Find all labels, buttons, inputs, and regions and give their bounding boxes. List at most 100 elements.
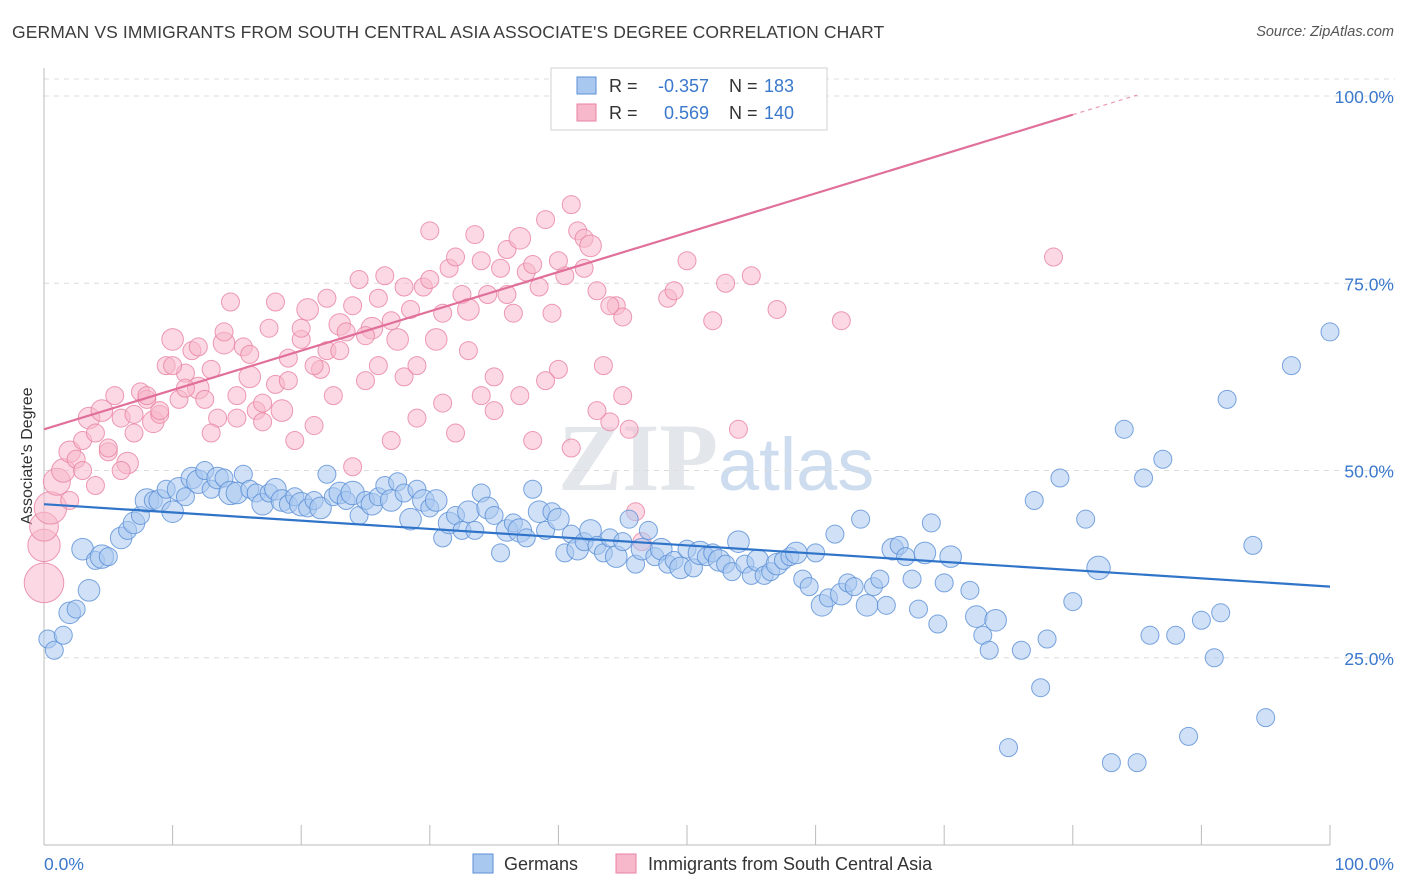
legend-swatch-germans — [472, 853, 494, 874]
pink-point — [323, 386, 343, 406]
blue-point — [844, 577, 864, 597]
pink-point — [420, 221, 440, 241]
pink-point — [253, 412, 273, 432]
pink-point — [508, 227, 532, 250]
blue-point — [825, 524, 845, 544]
blue-point — [1101, 753, 1121, 773]
pink-point — [523, 255, 543, 275]
pink-point — [446, 423, 466, 443]
blue-point — [913, 541, 937, 565]
blue-point — [1179, 726, 1199, 746]
blue-point — [1204, 648, 1224, 668]
blue-point — [1320, 322, 1340, 342]
pink-point — [253, 393, 273, 413]
source-credit: Source: ZipAtlas.com — [1256, 24, 1394, 40]
blue-point — [1166, 625, 1186, 645]
blue-point — [1086, 555, 1111, 581]
pink-point — [227, 386, 247, 406]
blue-point — [851, 509, 871, 529]
pink-point — [356, 326, 375, 346]
blue-point — [1134, 468, 1154, 488]
y-tick-label: 100.0% — [1335, 87, 1394, 107]
blue-point — [727, 530, 750, 553]
pink-point — [270, 399, 294, 422]
pink-point — [291, 318, 311, 338]
blue-point — [1031, 678, 1051, 698]
pink-point — [227, 408, 247, 428]
blue-point — [317, 464, 337, 484]
pink-point — [349, 270, 369, 290]
pink-point — [619, 419, 639, 439]
stats-legend-frame — [550, 67, 828, 131]
pink-point — [587, 281, 607, 301]
blue-point — [1281, 356, 1301, 376]
blue-point — [984, 609, 1007, 632]
stats-r-value: 0.569 — [664, 103, 709, 123]
watermark-zip: ZIP — [558, 404, 718, 511]
pink-point — [163, 356, 183, 376]
legend-swatch-immigrants — [615, 853, 637, 874]
y-tick-label: 75.0% — [1344, 274, 1394, 294]
pink-point — [600, 412, 620, 432]
pink-point — [458, 341, 478, 361]
pink-point — [85, 475, 105, 495]
blue-point — [902, 569, 922, 589]
pink-point — [703, 311, 723, 331]
pink-point — [201, 423, 221, 443]
blue-point — [1140, 625, 1160, 645]
pink-point — [613, 386, 633, 406]
tick-labels: 25.0% 50.0% 75.0% 100.0% 0.0% 100.0% — [44, 87, 1394, 874]
pink-point — [548, 251, 568, 271]
blue-points — [38, 322, 1340, 773]
blue-point — [44, 640, 64, 660]
pink-point — [433, 393, 453, 413]
blue-point — [1011, 640, 1031, 660]
pink-point — [111, 461, 131, 480]
pink-point — [716, 273, 736, 293]
pink-point — [728, 419, 748, 439]
y-tick-label: 25.0% — [1344, 649, 1394, 669]
pink-point — [356, 371, 375, 391]
bottom-legend: Germans Immigrants from South Central Asi… — [472, 853, 933, 874]
pink-point — [484, 401, 504, 421]
stats-n-value: 140 — [764, 103, 794, 123]
pink-point — [1044, 247, 1064, 267]
pink-point — [214, 322, 234, 342]
blue-point — [77, 579, 101, 602]
pink-point — [407, 408, 427, 428]
pink-point — [579, 234, 602, 258]
stats-r-value: -0.357 — [658, 76, 709, 96]
pink-point — [368, 288, 388, 308]
blue-point — [799, 577, 819, 597]
blue-point — [1076, 509, 1096, 529]
blue-point — [1063, 592, 1083, 612]
pink-point — [420, 270, 440, 290]
pink-point — [484, 367, 504, 387]
pink-point — [401, 299, 421, 319]
blue-point — [98, 547, 118, 567]
pink-point — [587, 401, 607, 421]
pink-point — [375, 266, 395, 286]
pink-point — [23, 562, 65, 604]
pink-point — [561, 195, 581, 215]
legend-label-immigrants: Immigrants from South Central Asia — [648, 854, 933, 874]
blue-point — [53, 625, 73, 645]
pink-point — [124, 404, 144, 424]
pink-point — [394, 277, 414, 297]
blue-point — [399, 507, 422, 531]
stats-n-value: 183 — [764, 76, 794, 96]
pink-point — [368, 356, 388, 376]
blue-point — [855, 594, 879, 617]
blue-point — [1217, 389, 1237, 409]
blue-point — [516, 528, 536, 548]
blue-point — [175, 487, 195, 507]
immigrants-trendline-extension — [1072, 94, 1138, 116]
pink-point — [296, 298, 319, 321]
pink-point — [471, 386, 491, 406]
blue-point — [424, 489, 448, 512]
blue-point — [457, 500, 480, 523]
pink-point — [240, 344, 260, 364]
pink-point — [317, 288, 337, 308]
pink-point — [561, 438, 581, 458]
